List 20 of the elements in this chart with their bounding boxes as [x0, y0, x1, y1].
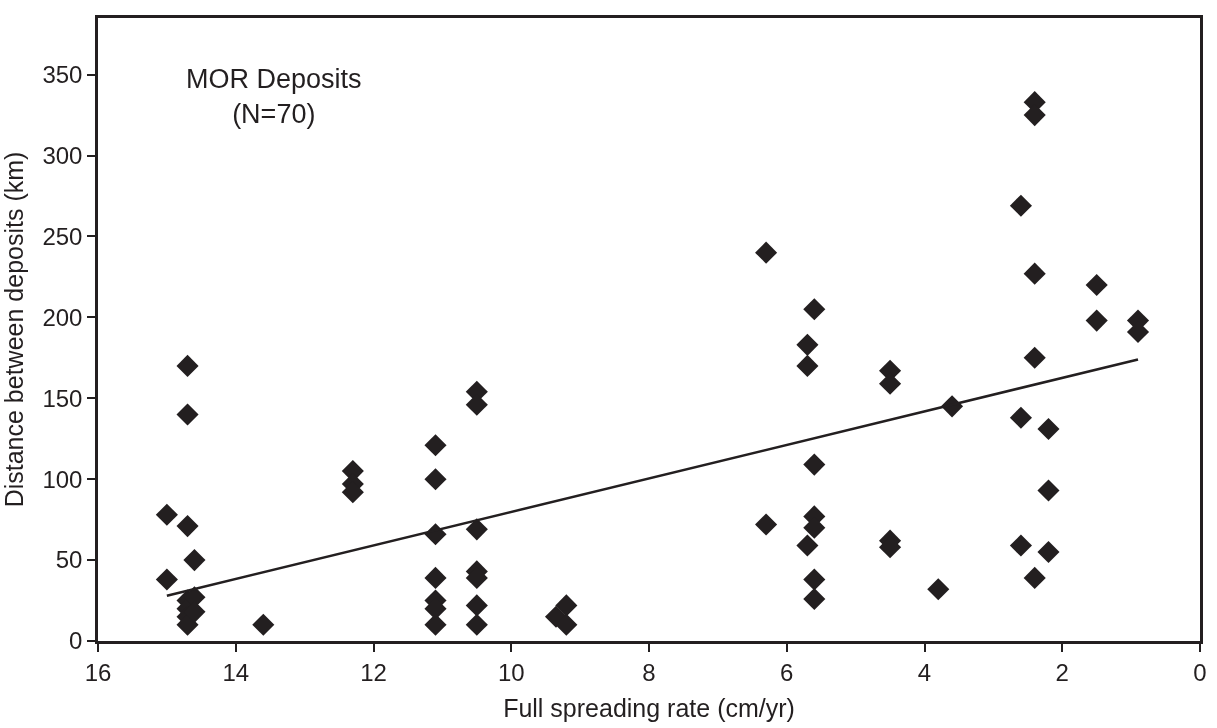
x-tick-label: 6 — [780, 658, 794, 686]
x-tick-label: 4 — [917, 658, 932, 686]
x-axis-title: Full spreading rate (cm/yr) — [503, 693, 795, 722]
y-tick-label: 150 — [42, 384, 83, 412]
y-tick-label: 350 — [42, 61, 83, 89]
x-tick-label: 0 — [1193, 658, 1207, 686]
y-axis-title: Distance between deposits (km) — [0, 151, 28, 508]
y-tick-label: 300 — [42, 141, 83, 169]
y-tick-label: 0 — [69, 627, 83, 655]
annotation: MOR Deposits (N=70) — [186, 64, 362, 130]
x-tick-label: 10 — [497, 658, 525, 686]
x-tick-label: 12 — [360, 658, 387, 686]
x-tick-label: 16 — [84, 658, 112, 686]
y-tick-label: 100 — [42, 465, 83, 493]
x-tick-label: 2 — [1055, 658, 1069, 686]
x-tick-label: 14 — [222, 658, 250, 686]
y-tick-label: 200 — [42, 303, 83, 331]
x-tick-label: 8 — [642, 658, 656, 686]
y-tick-label: 250 — [42, 222, 83, 250]
y-tick-label: 50 — [55, 546, 83, 574]
